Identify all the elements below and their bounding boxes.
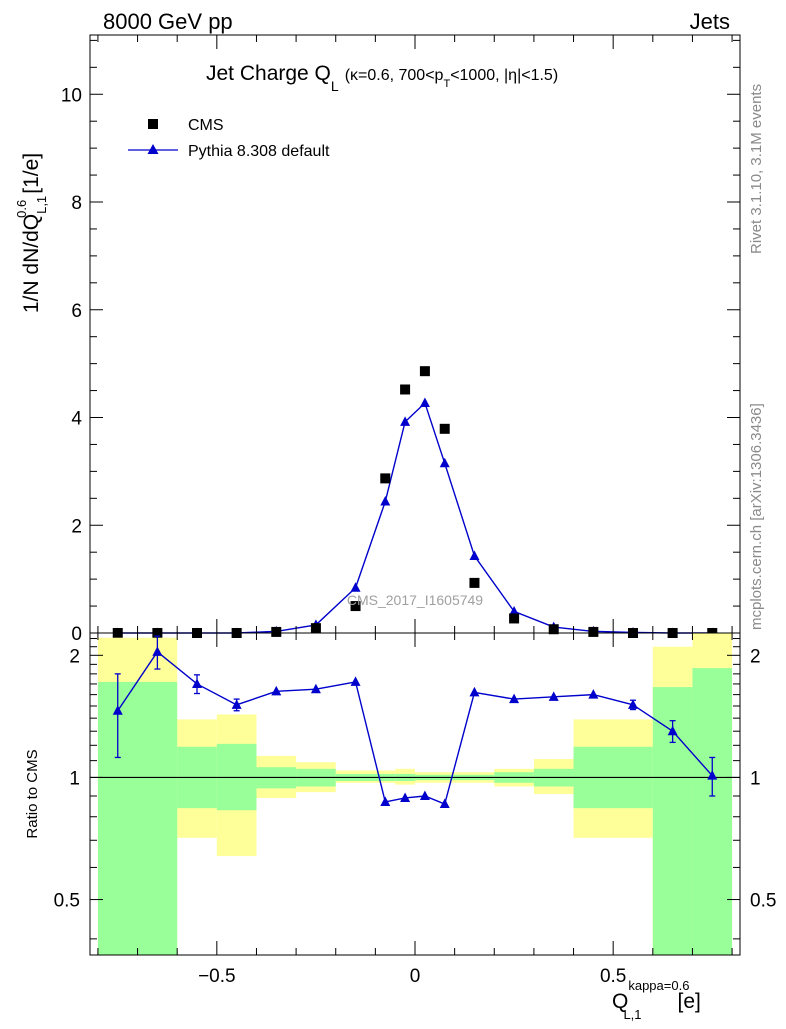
- pythia-point: [400, 416, 411, 426]
- main-y-tick-label: 6: [71, 301, 82, 322]
- xlabel-sup: kappa=0.6: [628, 978, 689, 993]
- ratio-pythia-point: [707, 770, 718, 780]
- pythia-point: [380, 496, 391, 506]
- ratio-pythia-point: [112, 705, 123, 715]
- ratio-pythia-point: [419, 790, 430, 800]
- main-ylabel-sub: L,1: [34, 196, 49, 214]
- cms-point: [509, 613, 520, 624]
- header-process: Jets: [690, 9, 730, 34]
- legend: CMS Pythia 8.308 default: [128, 117, 330, 160]
- ratio-y-tick-label: 1: [69, 768, 80, 789]
- ratio-pythia-point: [350, 676, 361, 686]
- main-panel: 0 2 4 6 8 10 Jet Charge QL (κ=0.6, 700<pT<1000…: [14, 34, 741, 645]
- ratio-pythia-point: [509, 693, 520, 704]
- analysis-watermark: CMS_2017_I1605749: [347, 592, 483, 608]
- ratio-band-green: [692, 668, 733, 955]
- ratio-pythia-point: [588, 689, 599, 699]
- cms-point: [419, 366, 430, 377]
- ratio-pythia-point: [548, 691, 559, 701]
- ratio-pythia-point: [271, 685, 282, 696]
- x-tick-label: 0.5: [600, 966, 626, 987]
- xlabel-text: Q: [612, 990, 628, 1013]
- ratio-pythia-point: [231, 699, 242, 709]
- title-main: Jet Charge Q: [206, 62, 331, 85]
- ratio-pythia-point: [192, 678, 203, 688]
- chart-title: Jet Charge QL (κ=0.6, 700<pT<1000, |η|<1.…: [206, 62, 558, 94]
- ratio-y-tick-label: 2: [69, 646, 80, 667]
- ratio-y-tick-label-right: 0.5: [750, 891, 776, 912]
- ratio-pythia-point: [380, 796, 391, 806]
- main-y-tick-label: 10: [61, 85, 82, 106]
- x-axis-label: Qkappa=0.6 L,1 [e]: [612, 978, 701, 1022]
- cms-point: [588, 626, 599, 637]
- pythia-point: [350, 582, 361, 592]
- ratio-pythia-point: [667, 725, 678, 736]
- main-ylabel-sup: 0.6: [14, 200, 29, 218]
- main-y-axis-label: 1/N dN/dQL,1 0.6 [1/e]: [14, 153, 49, 313]
- cms-point: [380, 473, 391, 484]
- pythia-point: [509, 605, 520, 616]
- ratio-y-tick-label-right: 1: [750, 768, 761, 789]
- title-detail-post: <1000, |η|<1.5): [450, 67, 558, 84]
- ratio-y-tick-label: 0.5: [54, 891, 80, 912]
- main-ylabel-unit: [1/e]: [20, 153, 43, 194]
- ratio-pythia-point: [310, 683, 321, 694]
- ratio-pythia-point: [152, 646, 163, 656]
- header-energy: 8000 GeV pp: [103, 9, 233, 34]
- ratio-panel: 0.5 0.5 1 1 2 2 −0.5 0 0.5 Ratio to CMS Qkappa=0…: [24, 632, 776, 1022]
- main-ylabel-text: 1/N dN/dQ: [20, 214, 43, 313]
- cms-point: [439, 423, 450, 434]
- rivet-label: Rivet 3.1.10, 3.1M events: [748, 84, 765, 254]
- cms-point: [271, 626, 282, 637]
- pythia-point: [439, 457, 450, 468]
- ratio-y-axis-label: Ratio to CMS: [24, 749, 41, 838]
- main-y-tick-label: 2: [71, 516, 82, 537]
- legend-pythia-label: Pythia 8.308 default: [188, 143, 330, 160]
- ratio-pythia-line: [117, 650, 713, 805]
- xlabel-sub: L,1: [623, 1007, 641, 1022]
- ratio-pythia-point: [400, 792, 411, 802]
- legend-pythia-marker: [147, 144, 159, 154]
- main-y-tick-label: 0: [71, 624, 82, 645]
- cms-point: [469, 577, 480, 588]
- cms-point: [400, 384, 411, 395]
- ratio-band-green: [97, 681, 178, 955]
- title-detail-pre: (κ=0.6, 700<p: [345, 67, 444, 84]
- cms-point: [310, 623, 321, 634]
- x-tick-label: −0.5: [198, 966, 236, 987]
- title-main-sub: L: [331, 78, 339, 94]
- main-y-tick-label: 4: [71, 409, 82, 430]
- title-detail-sub: T: [443, 78, 450, 90]
- legend-cms-label: CMS: [188, 117, 224, 134]
- ratio-pythia-point: [627, 699, 638, 709]
- pythia-point: [469, 550, 480, 560]
- main-y-tick-label: 8: [71, 193, 82, 214]
- mcplots-label: mcplots.cern.ch [arXiv:1306.3436]: [748, 403, 765, 630]
- pythia-point: [419, 397, 430, 407]
- ratio-pythia-point: [469, 686, 480, 697]
- xlabel-unit: [e]: [678, 990, 701, 1013]
- ratio-y-tick-label-right: 2: [750, 646, 761, 667]
- cms-point: [350, 601, 361, 612]
- x-tick-label: 0: [410, 966, 421, 987]
- cms-point: [548, 624, 559, 635]
- ratio-pythia-point: [439, 798, 450, 809]
- legend-cms-marker: [148, 119, 158, 129]
